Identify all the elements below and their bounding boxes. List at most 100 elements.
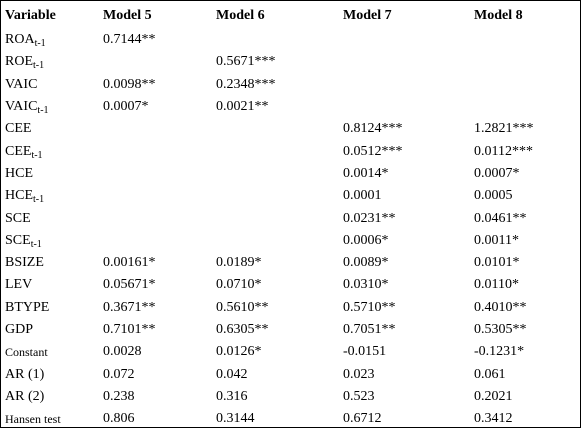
coefficient-cell: 0.523 xyxy=(343,388,375,404)
row-label: Constant xyxy=(1,341,103,363)
variable-name: SCE xyxy=(5,232,31,248)
variable-name: LEV xyxy=(5,277,33,293)
coefficient-cell: 0.0512*** xyxy=(343,143,403,159)
coefficient-cell: 0.0089* xyxy=(343,255,389,271)
empty-cell xyxy=(216,185,343,207)
coefficient-cell: 0.2348*** xyxy=(216,76,276,92)
variable-subscript: t-1 xyxy=(30,238,42,250)
empty-cell xyxy=(474,96,580,118)
coefficient-cell: 0.3671** xyxy=(103,299,156,315)
coefficient-cell: 0.5710** xyxy=(343,299,396,315)
coefficient-cell: 0.0011* xyxy=(474,232,519,248)
coefficient-cell: 0.7051** xyxy=(343,322,396,337)
empty-cell xyxy=(216,140,343,162)
row-label: HCEt-1 xyxy=(1,185,103,207)
coefficient-cell: 0.0007* xyxy=(103,99,149,115)
row-label: ROEt-1 xyxy=(1,51,103,73)
empty-cell xyxy=(103,51,216,73)
empty-cell xyxy=(103,140,216,162)
table-row: CEEt-1 0.0512*** 0.0112*** xyxy=(1,140,580,162)
empty-cell xyxy=(103,118,216,140)
variable-name: GDP xyxy=(5,322,34,337)
header-cell: Model 5 xyxy=(103,8,152,23)
table-row: ROAt-1 0.7144** xyxy=(1,29,580,51)
coefficient-cell: 0.0001 xyxy=(343,188,382,204)
row-label: Hansen test xyxy=(1,408,103,427)
variable-name: ROA xyxy=(5,32,35,48)
coefficient-cell: 0.0110* xyxy=(474,277,519,293)
empty-cell xyxy=(474,51,580,73)
coefficient-cell: 0.0021** xyxy=(216,99,269,115)
coefficient-cell: -0.1231* xyxy=(474,344,525,360)
coefficient-cell: 0.0007* xyxy=(474,165,520,181)
coefficient-cell: 0.0005 xyxy=(474,188,513,204)
row-label: AR (2) xyxy=(1,386,103,408)
empty-cell xyxy=(216,163,343,185)
coefficient-cell: 0.072 xyxy=(103,366,135,382)
header-cell: Model 6 xyxy=(216,8,265,23)
coefficient-cell: 0.8124*** xyxy=(343,121,403,137)
coefficient-cell: 0.0098** xyxy=(103,76,156,92)
coefficient-cell: 0.806 xyxy=(103,411,135,427)
variable-name: SCE xyxy=(5,210,31,226)
variable-subscript: t-1 xyxy=(33,194,45,206)
coefficient-cell: 0.5671*** xyxy=(216,54,276,70)
row-label: AR (1) xyxy=(1,363,103,385)
row-label: SCE xyxy=(1,207,103,229)
coefficient-cell: 0.0006* xyxy=(343,232,389,248)
table-row: BSIZE 0.00161* 0.0189* 0.0089* 0.0101* xyxy=(1,252,580,274)
coefficient-cell: 0.0231** xyxy=(343,210,396,226)
table-row: GDP 0.7101** 0.6305** 0.7051** 0.5305** xyxy=(1,319,580,341)
row-label: ROAt-1 xyxy=(1,29,103,51)
coefficient-cell: 0.3412 xyxy=(474,411,513,427)
empty-cell xyxy=(103,207,216,229)
coefficient-cell: 0.061 xyxy=(474,366,506,382)
empty-cell xyxy=(216,230,343,252)
empty-cell xyxy=(103,163,216,185)
empty-cell xyxy=(103,230,216,252)
variable-subscript: t-1 xyxy=(33,60,45,72)
empty-cell xyxy=(474,74,580,96)
variable-name: CEE xyxy=(5,121,32,137)
header-row: Variable Model 5 Model 6 Model 7 Model 8 xyxy=(1,1,580,29)
row-label: VAIC xyxy=(1,74,103,96)
empty-cell xyxy=(343,96,474,118)
variable-subscript: t-1 xyxy=(34,38,46,50)
coefficient-cell: 0.6305** xyxy=(216,322,269,337)
coefficient-cell: 0.2021 xyxy=(474,388,513,404)
empty-cell xyxy=(343,29,474,51)
row-label: HCE xyxy=(1,163,103,185)
coefficient-cell: 0.0028 xyxy=(103,344,142,360)
table-row: ROEt-1 0.5671*** xyxy=(1,51,580,73)
coefficient-cell: 0.3144 xyxy=(216,411,255,427)
empty-cell xyxy=(103,185,216,207)
table-body: ROAt-1 0.7144** ROEt-1 0.5671*** VAIC 0.0098*… xyxy=(1,29,580,427)
row-label: BTYPE xyxy=(1,297,103,319)
row-label: CEEt-1 xyxy=(1,140,103,162)
coefficient-cell: 0.5305** xyxy=(474,322,527,337)
row-label: CEE xyxy=(1,118,103,140)
variable-name: ROE xyxy=(5,54,33,70)
table-row: VAIC 0.0098** 0.2348*** xyxy=(1,74,580,96)
table-row: HCE 0.0014* 0.0007* xyxy=(1,163,580,185)
coefficient-cell: 0.7101** xyxy=(103,322,156,337)
coefficient-cell: 0.0189* xyxy=(216,255,262,271)
empty-cell xyxy=(343,51,474,73)
table-row: LEV 0.05671* 0.0710* 0.0310* 0.0110* xyxy=(1,274,580,296)
variable-subscript: t-1 xyxy=(31,149,43,161)
variable-name: VAIC xyxy=(5,76,38,92)
coefficient-cell: 0.0014* xyxy=(343,165,389,181)
variable-name: HCE xyxy=(5,188,33,204)
header-cell: Model 8 xyxy=(474,8,523,23)
header-cell: Variable xyxy=(5,8,56,23)
coefficient-cell: 0.0112*** xyxy=(474,143,533,159)
coefficient-cell: 1.2821*** xyxy=(474,121,534,137)
coefficient-cell: 0.7144** xyxy=(103,32,156,48)
coefficient-cell: 0.0126* xyxy=(216,344,262,360)
coefficient-cell: 0.4010** xyxy=(474,299,527,315)
coefficient-cell: 0.0310* xyxy=(343,277,389,293)
empty-cell xyxy=(216,29,343,51)
row-label: SCEt-1 xyxy=(1,230,103,252)
variable-name: AR (1) xyxy=(5,366,45,382)
